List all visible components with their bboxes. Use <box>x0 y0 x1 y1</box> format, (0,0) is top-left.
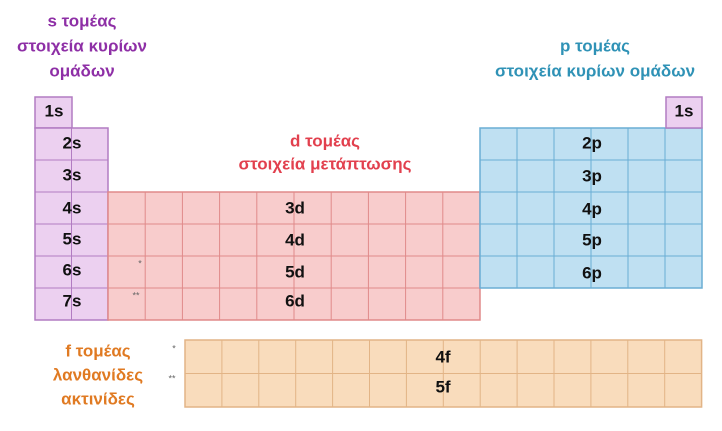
orbital-label: 5d <box>285 262 305 281</box>
block-title: ομάδων <box>49 61 114 80</box>
marker: ** <box>168 373 176 383</box>
orbital-label: 4d <box>285 230 305 249</box>
block-title: f τομέας <box>65 341 130 360</box>
orbital-label: 6p <box>582 263 602 282</box>
orbital-label: 3p <box>582 166 602 185</box>
orbital-label: 1s <box>45 101 64 120</box>
marker: * <box>172 343 176 353</box>
block-title: στοιχεία μετάπτωσης <box>239 154 412 173</box>
orbital-label: 6d <box>285 291 305 310</box>
orbital-label: 6s <box>63 260 82 279</box>
orbital-label: 2s <box>63 133 82 152</box>
orbital-label: 4p <box>582 199 602 218</box>
orbital-label: 3d <box>285 198 305 217</box>
orbital-label: 1s <box>675 101 694 120</box>
orbital-label: 5f <box>435 377 450 396</box>
orbital-label: 5p <box>582 230 602 249</box>
marker: * <box>138 258 142 268</box>
block-title: στοιχεία κυρίων ομάδων <box>495 61 695 80</box>
block-title: ακτινίδες <box>61 389 135 408</box>
block-title: d τομέας <box>290 131 360 150</box>
orbital-label: 3s <box>63 165 82 184</box>
orbital-label: 2p <box>582 133 602 152</box>
block-area <box>665 96 703 129</box>
block-title: p τομέας <box>560 36 630 55</box>
orbital-label: 4s <box>63 198 82 217</box>
marker: ** <box>132 290 140 300</box>
orbital-label: 5s <box>63 229 82 248</box>
orbital-label: 7s <box>63 291 82 310</box>
orbital-label: 4f <box>435 347 450 366</box>
block-title: στοιχεία κυρίων <box>17 36 147 55</box>
block-title: s τομέας <box>47 11 116 30</box>
block-title: λανθανίδες <box>53 365 143 384</box>
